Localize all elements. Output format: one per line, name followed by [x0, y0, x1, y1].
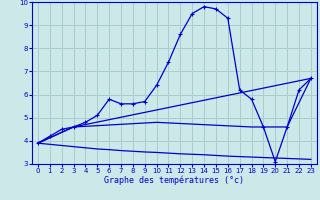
X-axis label: Graphe des températures (°c): Graphe des températures (°c) — [104, 176, 244, 185]
